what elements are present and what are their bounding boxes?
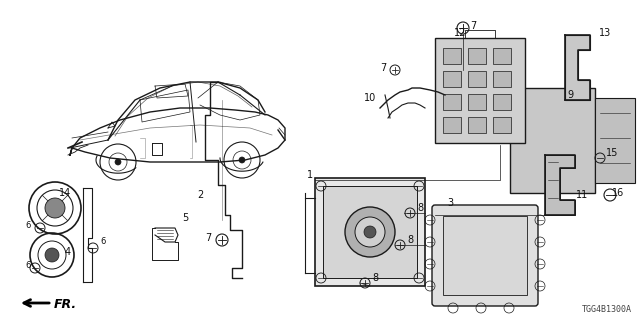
Text: TGG4B1300A: TGG4B1300A bbox=[582, 305, 632, 314]
Text: 15: 15 bbox=[606, 148, 618, 158]
Bar bbox=[435, 38, 525, 143]
Text: 8: 8 bbox=[372, 273, 378, 283]
Circle shape bbox=[45, 198, 65, 218]
Text: 1: 1 bbox=[307, 170, 313, 180]
Bar bbox=[443, 48, 461, 64]
Text: 16: 16 bbox=[612, 188, 624, 198]
Bar bbox=[315, 178, 425, 286]
Text: 10: 10 bbox=[364, 93, 376, 103]
Circle shape bbox=[355, 217, 385, 247]
Text: 2: 2 bbox=[197, 190, 203, 200]
Text: 9: 9 bbox=[567, 90, 573, 100]
Bar bbox=[510, 88, 595, 193]
Circle shape bbox=[345, 207, 395, 257]
Bar bbox=[493, 94, 511, 110]
Circle shape bbox=[364, 226, 376, 238]
Circle shape bbox=[45, 248, 59, 262]
Bar bbox=[493, 117, 511, 133]
Circle shape bbox=[239, 157, 245, 163]
Text: 6: 6 bbox=[26, 260, 31, 269]
Bar bbox=[493, 71, 511, 87]
Text: 5: 5 bbox=[182, 213, 188, 223]
Bar bbox=[493, 48, 511, 64]
Bar bbox=[443, 117, 461, 133]
Text: 12: 12 bbox=[454, 28, 466, 38]
Bar bbox=[443, 94, 461, 110]
Bar bbox=[468, 117, 486, 133]
Bar bbox=[468, 48, 486, 64]
Text: 11: 11 bbox=[576, 190, 588, 200]
Bar bbox=[468, 71, 486, 87]
Text: 6: 6 bbox=[100, 237, 106, 246]
Text: 7: 7 bbox=[380, 63, 386, 73]
Bar bbox=[443, 216, 527, 295]
Text: 6: 6 bbox=[26, 220, 31, 229]
Text: 4: 4 bbox=[65, 247, 71, 257]
Bar bbox=[595, 98, 635, 183]
Bar bbox=[443, 71, 461, 87]
Circle shape bbox=[115, 159, 121, 165]
Text: 3: 3 bbox=[447, 198, 453, 208]
Text: 8: 8 bbox=[417, 203, 423, 213]
Bar bbox=[468, 94, 486, 110]
Text: FR.: FR. bbox=[54, 298, 77, 310]
Text: 8: 8 bbox=[407, 235, 413, 245]
Polygon shape bbox=[565, 35, 590, 100]
Text: 7: 7 bbox=[470, 21, 476, 31]
Text: 13: 13 bbox=[599, 28, 611, 38]
FancyBboxPatch shape bbox=[432, 205, 538, 306]
Bar bbox=[323, 186, 417, 278]
Text: 7: 7 bbox=[205, 233, 211, 243]
Text: 14: 14 bbox=[59, 188, 71, 198]
Polygon shape bbox=[545, 155, 575, 215]
